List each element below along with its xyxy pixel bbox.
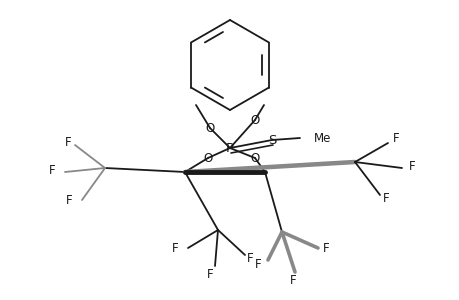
Text: Me: Me (313, 131, 330, 145)
Text: F: F (171, 242, 178, 254)
Text: F: F (408, 160, 414, 172)
Text: F: F (206, 268, 213, 281)
Text: F: F (254, 259, 261, 272)
Text: F: F (65, 136, 71, 148)
Text: F: F (246, 251, 253, 265)
Text: F: F (66, 194, 72, 206)
Text: F: F (382, 191, 388, 205)
Text: O: O (250, 152, 259, 164)
Text: F: F (49, 164, 55, 176)
Text: F: F (392, 133, 398, 146)
Text: O: O (203, 152, 212, 164)
Text: S: S (267, 134, 275, 146)
Text: O: O (250, 113, 259, 127)
Text: P: P (225, 142, 234, 154)
Text: F: F (322, 242, 329, 254)
Text: F: F (289, 274, 296, 286)
Text: O: O (205, 122, 214, 134)
